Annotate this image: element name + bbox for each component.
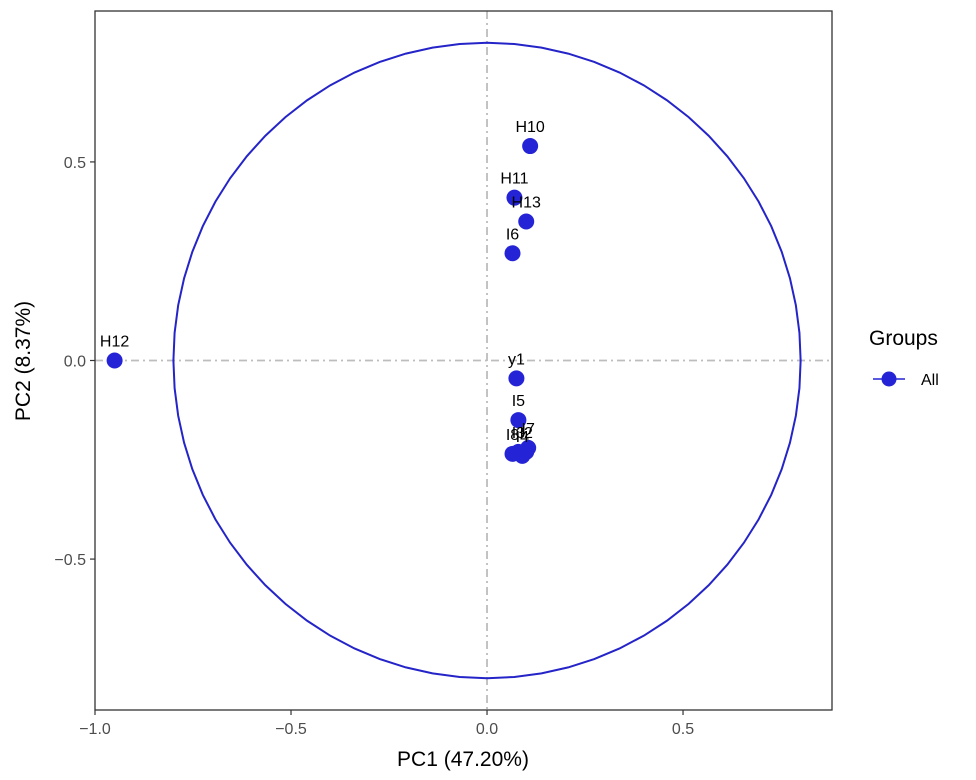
y-axis-title: PC2 (8.37%)	[12, 301, 35, 421]
x-tick-label: −1.0	[79, 721, 111, 738]
data-point-label: I7	[522, 421, 535, 438]
data-point-label: I2	[520, 425, 533, 442]
data-point	[522, 138, 539, 155]
data-point	[518, 213, 535, 230]
legend-marker	[881, 371, 897, 387]
data-point-label: H11	[500, 171, 528, 188]
data-point	[106, 352, 123, 369]
axes: −1.0 −0.5 0.0 0.5 −0.5 0.0 0.5	[54, 10, 833, 738]
x-tick-label: 0.5	[672, 721, 694, 738]
x-tick-label: 0.0	[476, 721, 498, 738]
y-tick-label: 0.5	[64, 155, 86, 172]
data-point-label: H10	[515, 119, 544, 136]
data-point	[510, 412, 527, 429]
data-point	[514, 447, 531, 464]
legend: Groups All	[869, 327, 939, 389]
data-point-label: y1	[508, 351, 525, 368]
data-point-label: I3	[512, 425, 525, 442]
data-point-label: I4	[516, 429, 529, 446]
y-tick-label: 0.0	[64, 354, 86, 371]
x-tick-label: −0.5	[275, 721, 307, 738]
correlation-circle	[172, 41, 802, 680]
data-point-label: H13	[512, 194, 541, 211]
legend-entry-label: All	[921, 372, 939, 389]
data-point-label: H12	[100, 334, 129, 351]
y-tick-label: −0.5	[54, 552, 86, 569]
x-axis-title: PC1 (47.20%)	[397, 748, 529, 771]
data-point	[506, 189, 523, 206]
data-point-label: I5	[512, 393, 525, 410]
legend-title: Groups	[869, 327, 938, 350]
data-point	[504, 245, 521, 262]
data-point-label: I8	[506, 427, 519, 444]
data-point-label: I6	[506, 226, 519, 243]
data-point	[508, 370, 525, 387]
